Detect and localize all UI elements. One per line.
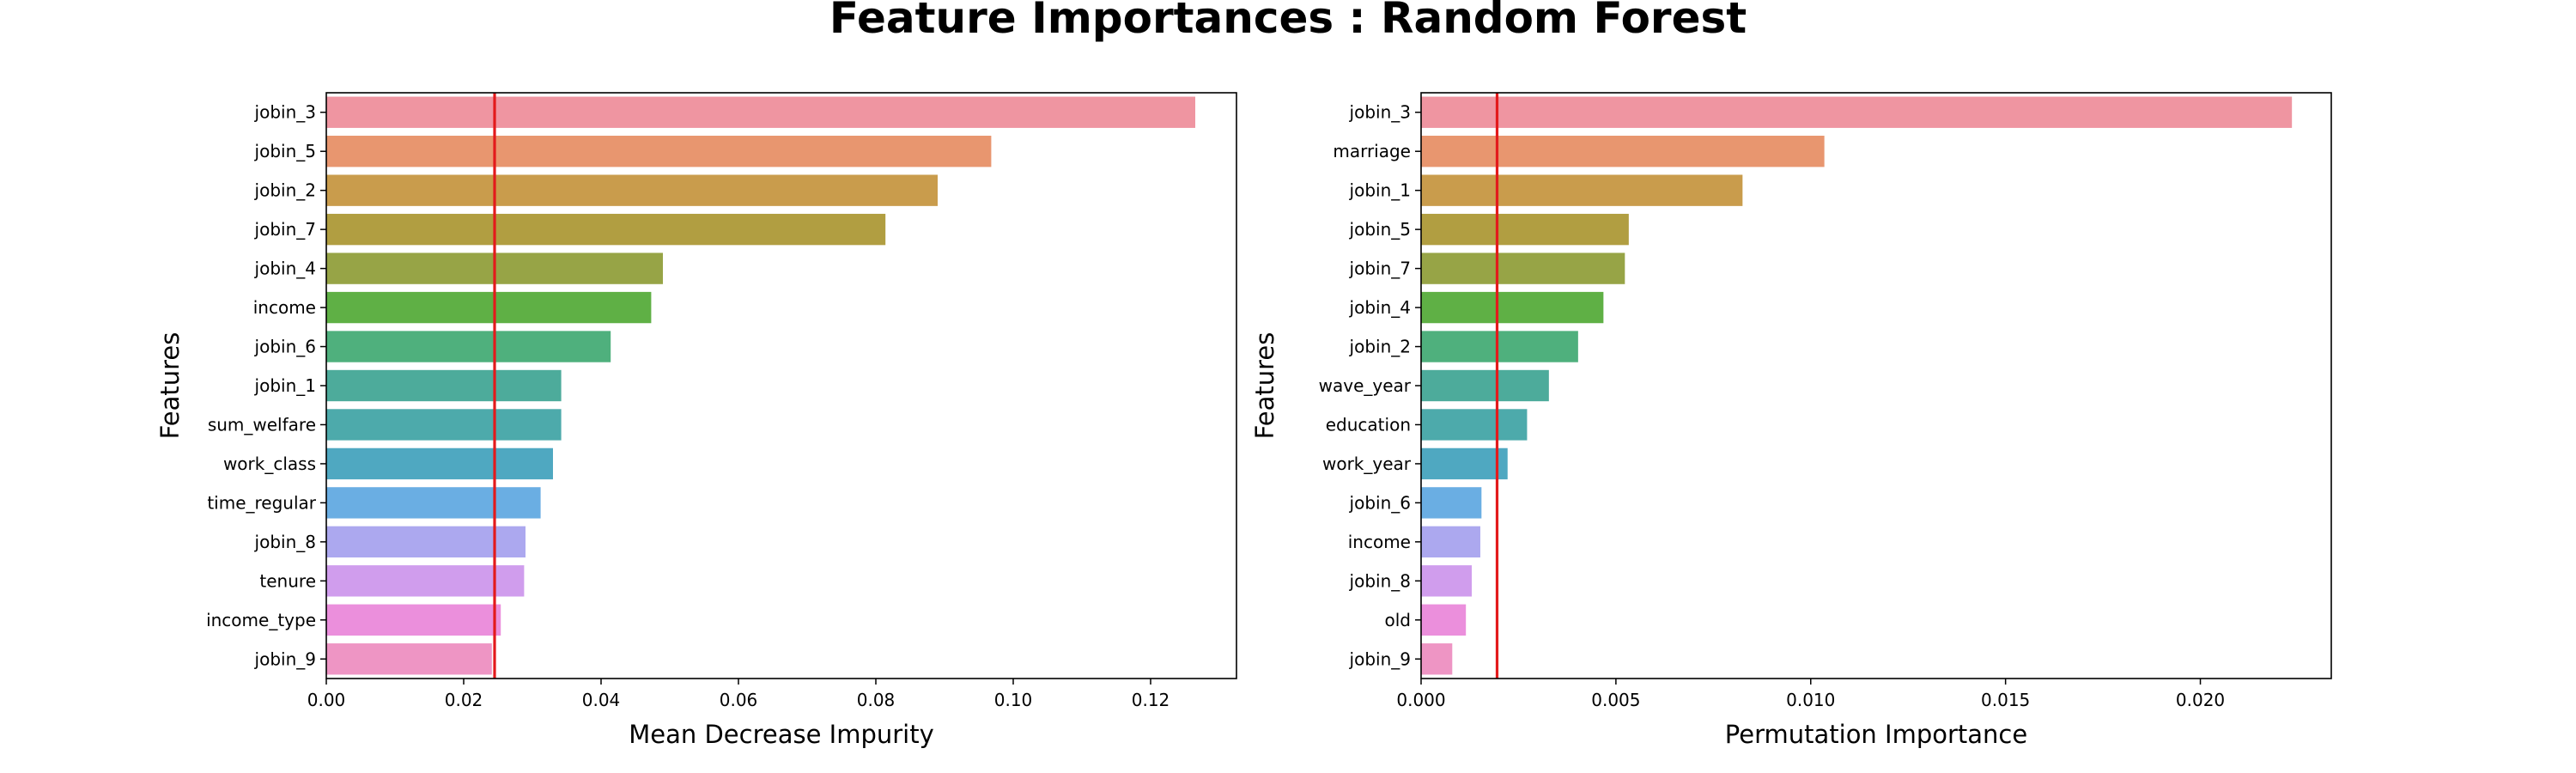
y-tick-label: wave_year bbox=[1319, 375, 1412, 396]
bar-jobin_9 bbox=[1421, 643, 1453, 675]
bar-jobin_1 bbox=[326, 369, 562, 402]
y-tick-label: jobin_5 bbox=[1349, 219, 1411, 240]
y-tick-label: sum_welfare bbox=[208, 414, 316, 435]
y-tick-label: jobin_6 bbox=[254, 337, 316, 357]
x-tick-label: 0.10 bbox=[994, 690, 1033, 710]
x-axis-label: Permutation Importance bbox=[1725, 720, 2027, 749]
y-tick-label: jobin_2 bbox=[1349, 337, 1411, 357]
bar-jobin_7 bbox=[1421, 253, 1625, 284]
y-tick-label: time_regular bbox=[207, 492, 316, 513]
bar-work_year bbox=[1421, 447, 1508, 480]
bar-income bbox=[326, 291, 652, 324]
y-tick-label: old bbox=[1385, 610, 1412, 630]
bar-jobin_7 bbox=[326, 213, 886, 246]
y-tick-label: jobin_6 bbox=[1349, 492, 1411, 513]
plot-frame bbox=[325, 92, 1237, 679]
y-tick-label: work_year bbox=[1322, 453, 1412, 474]
bar-tenure bbox=[326, 565, 525, 597]
chart-panel-left: jobin_3 jobin_5 jobin_2 jobin_7 jobin_4incom… bbox=[155, 92, 1237, 749]
bar-jobin_8 bbox=[326, 526, 526, 558]
bar-income bbox=[1421, 526, 1480, 558]
x-tick-label: 0.000 bbox=[1396, 690, 1445, 710]
y-tick-label: income bbox=[253, 297, 316, 318]
y-tick-label: jobin_2 bbox=[254, 180, 316, 201]
x-tick-label: 0.12 bbox=[1132, 690, 1170, 710]
bar-jobin_6 bbox=[326, 331, 611, 362]
y-tick-label: jobin_1 bbox=[1349, 180, 1411, 201]
bar-jobin_9 bbox=[326, 643, 492, 675]
x-axis-label: Mean Decrease Impurity bbox=[629, 720, 934, 749]
y-tick-label: jobin_9 bbox=[1349, 648, 1411, 669]
y-tick-label: jobin_4 bbox=[254, 259, 316, 279]
bar-income_type bbox=[326, 604, 501, 636]
y-tick-label: jobin_8 bbox=[1349, 570, 1411, 591]
x-tick-label: 0.02 bbox=[445, 690, 483, 710]
y-axis-label: Features bbox=[1250, 332, 1279, 440]
bar-jobin_1 bbox=[1421, 174, 1743, 206]
x-tick-label: 0.08 bbox=[857, 690, 896, 710]
y-tick-label: jobin_1 bbox=[254, 375, 316, 396]
bar-jobin_5 bbox=[1421, 213, 1629, 246]
x-tick-label: 0.04 bbox=[582, 690, 621, 710]
y-tick-label: marriage bbox=[1333, 141, 1411, 161]
bar-jobin_2 bbox=[1421, 331, 1578, 362]
bar-jobin_4 bbox=[1421, 291, 1604, 324]
chart-panel-right: jobin_3 marriage jobin_1 jobin_5 jobin_7jobi… bbox=[1250, 92, 2332, 749]
y-tick-label: jobin_9 bbox=[254, 648, 316, 669]
y-tick-label: jobin_4 bbox=[1349, 297, 1411, 318]
y-tick-label: jobin_5 bbox=[254, 141, 316, 161]
figure-title: Feature Importances : Random Forest bbox=[829, 0, 1747, 43]
y-tick-label: jobin_7 bbox=[254, 219, 316, 240]
bar-jobin_3 bbox=[1421, 96, 2293, 128]
bar-sum_welfare bbox=[326, 409, 562, 441]
y-tick-label: education bbox=[1326, 414, 1411, 435]
y-axis-label: Features bbox=[155, 332, 185, 440]
x-tick-label: 0.020 bbox=[2176, 690, 2225, 710]
bar-jobin_5 bbox=[326, 136, 992, 167]
x-tick-label: 0.015 bbox=[1981, 690, 2030, 710]
y-tick-label: income bbox=[1348, 532, 1411, 552]
bar-education bbox=[1421, 409, 1528, 441]
bar-jobin_2 bbox=[326, 174, 938, 206]
y-tick-label: work_class bbox=[223, 453, 316, 474]
bar-jobin_3 bbox=[326, 96, 1195, 128]
x-tick-label: 0.06 bbox=[720, 690, 758, 710]
x-tick-label: 0.005 bbox=[1591, 690, 1640, 710]
y-tick-label: income_type bbox=[206, 610, 316, 630]
y-tick-label: jobin_3 bbox=[254, 102, 316, 123]
y-tick-label: tenure bbox=[259, 570, 316, 591]
bar-wave_year bbox=[1421, 369, 1549, 402]
bar-work_class bbox=[326, 447, 553, 480]
y-tick-label: jobin_3 bbox=[1349, 102, 1411, 123]
y-tick-label: jobin_7 bbox=[1349, 259, 1411, 279]
bar-jobin_8 bbox=[1421, 565, 1472, 597]
y-tick-label: jobin_8 bbox=[254, 532, 316, 552]
x-tick-label: 0.00 bbox=[307, 690, 346, 710]
bar-jobin_6 bbox=[1421, 487, 1482, 519]
bar-time_regular bbox=[326, 487, 541, 519]
bar-old bbox=[1421, 604, 1467, 636]
bar-marriage bbox=[1421, 136, 1825, 167]
x-tick-label: 0.010 bbox=[1786, 690, 1835, 710]
plot-frame bbox=[1420, 92, 2332, 679]
